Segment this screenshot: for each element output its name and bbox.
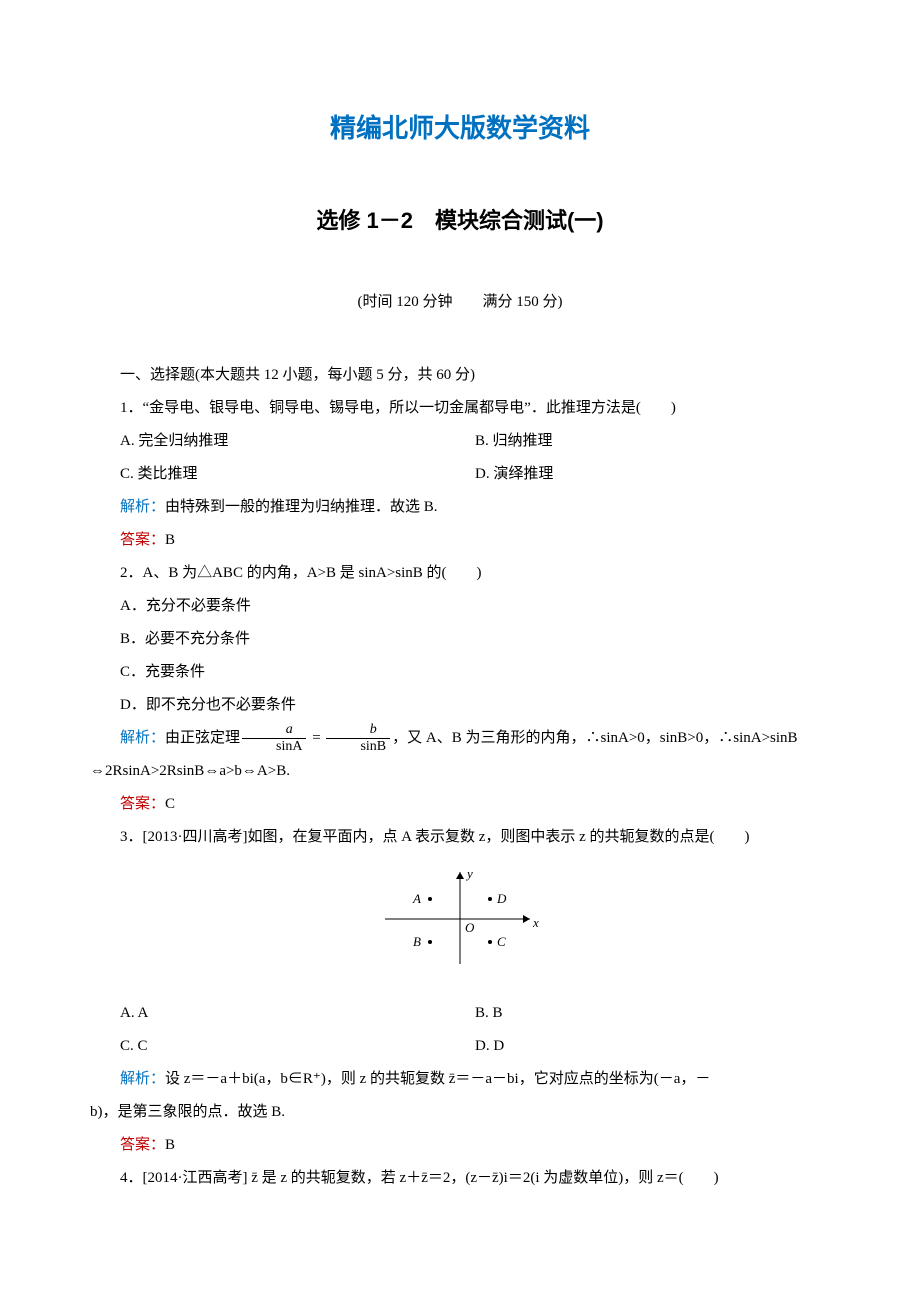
- origin-label: O: [465, 920, 475, 935]
- point-d-label: D: [496, 891, 507, 906]
- point-a-dot: [428, 897, 432, 901]
- q2-stem-pre: 2．: [120, 565, 143, 581]
- q1-opt-a: A. 完全归纳推理: [120, 425, 475, 458]
- y-arrow-icon: [456, 872, 464, 879]
- point-b-label: B: [413, 934, 421, 949]
- exam-meta: (时间 120 分钟 满分 150 分): [90, 286, 830, 319]
- q3-opt-b: B. B: [475, 997, 830, 1030]
- q2-ana-pre: 由正弦定理: [165, 730, 240, 746]
- q1-answer-text: B: [165, 532, 175, 548]
- point-c-label: C: [497, 934, 506, 949]
- q2-opt-a: A．充分不必要条件: [90, 590, 830, 623]
- section-1-heading: 一、选择题(本大题共 12 小题，每小题 5 分，共 60 分): [90, 359, 830, 392]
- answer-label: 答案：: [120, 796, 165, 812]
- q2-answer-text: C: [165, 796, 175, 812]
- q1-analysis: 解析：由特殊到一般的推理为归纳推理．故选 B.: [90, 491, 830, 524]
- q2-ana-mid: ，又 A、B 为三角形的内角，∴sinA>0，sinB>0，∴sinA>sinB: [392, 730, 797, 746]
- point-a-label: A: [412, 891, 421, 906]
- analysis-label: 解析：: [120, 499, 165, 515]
- x-arrow-icon: [523, 915, 530, 923]
- q1-answer: 答案：B: [90, 524, 830, 557]
- q1-options-row1: A. 完全归纳推理 B. 归纳推理: [90, 425, 830, 458]
- q3-opt-d: D. D: [475, 1030, 830, 1063]
- q2-eq: =: [308, 730, 324, 746]
- q2-opt-b: B．必要不充分条件: [90, 623, 830, 656]
- q2-frac2: bsinB: [326, 722, 390, 754]
- q1-stem: 1．“金导电、银导电、铜导电、锡导电，所以一切金属都导电”．此推理方法是( ): [90, 392, 830, 425]
- y-label: y: [465, 866, 473, 881]
- analysis-label: 解析：: [120, 730, 165, 746]
- q3-analysis-line1: 解析：设 z＝－a＋bi(a，b∈R⁺)，则 z 的共轭复数 z̄＝－a－bi，…: [90, 1063, 830, 1096]
- q1-opt-d: D. 演绎推理: [475, 458, 830, 491]
- q2-frac2-num: b: [326, 722, 390, 738]
- x-label: x: [532, 915, 539, 930]
- q3-answer-text: B: [165, 1137, 175, 1153]
- q3-stem: 3．[2013·四川高考]如图，在复平面内，点 A 表示复数 z，则图中表示 z…: [90, 821, 830, 854]
- analysis-label: 解析：: [120, 1071, 165, 1087]
- q1-options-row2: C. 类比推理 D. 演绎推理: [90, 458, 830, 491]
- point-d-dot: [488, 897, 492, 901]
- q2-stem: 2．A、B 为△ABC 的内角，A>B 是 sinA>sinB 的( ): [90, 557, 830, 590]
- q2-opt-d: D．即不充分也不必要条件: [90, 689, 830, 722]
- sub-title: 选修 1－2 模块综合测试(一): [90, 197, 830, 245]
- main-title: 精编北师大版数学资料: [90, 100, 830, 157]
- q3-options-row1: A. A B. B: [90, 997, 830, 1030]
- q3-figure: y x O A D B C: [90, 864, 830, 987]
- q3-opt-c: C. C: [120, 1030, 475, 1063]
- q2-frac2-den: sinB: [326, 739, 390, 754]
- answer-label: 答案：: [120, 1137, 165, 1153]
- q3-options-row2: C. C D. D: [90, 1030, 830, 1063]
- q2-opt-c: C．充要条件: [90, 656, 830, 689]
- q2-frac1-num: a: [242, 722, 306, 738]
- q2-answer: 答案：C: [90, 788, 830, 821]
- q2-frac1: asinA: [242, 722, 306, 754]
- q2-analysis-line2: ⇔2RsinA>2RsinB⇔a>b⇔A>B.: [90, 755, 830, 788]
- answer-label: 答案：: [120, 532, 165, 548]
- q4-stem: 4．[2014·江西高考] z̄ 是 z 的共轭复数，若 z＋z̄＝2，(z－z…: [90, 1162, 830, 1195]
- q3-answer: 答案：B: [90, 1129, 830, 1162]
- q2-frac1-den: sinA: [242, 739, 306, 754]
- q1-analysis-text: 由特殊到一般的推理为归纳推理．故选 B.: [165, 499, 438, 515]
- q2-stem-body: A、B 为△ABC 的内角，A>B 是 sinA>sinB 的( ): [143, 565, 482, 581]
- q1-opt-b: B. 归纳推理: [475, 425, 830, 458]
- q3-opt-a: A. A: [120, 997, 475, 1030]
- q3-analysis-text1: 设 z＝－a＋bi(a，b∈R⁺)，则 z 的共轭复数 z̄＝－a－bi，它对应…: [165, 1071, 710, 1087]
- point-c-dot: [488, 940, 492, 944]
- q2-analysis: 解析：由正弦定理asinA = bsinB，又 A、B 为三角形的内角，∴sin…: [90, 722, 830, 755]
- point-b-dot: [428, 940, 432, 944]
- q1-opt-c: C. 类比推理: [120, 458, 475, 491]
- q3-analysis-line2: b)，是第三象限的点．故选 B.: [90, 1096, 830, 1129]
